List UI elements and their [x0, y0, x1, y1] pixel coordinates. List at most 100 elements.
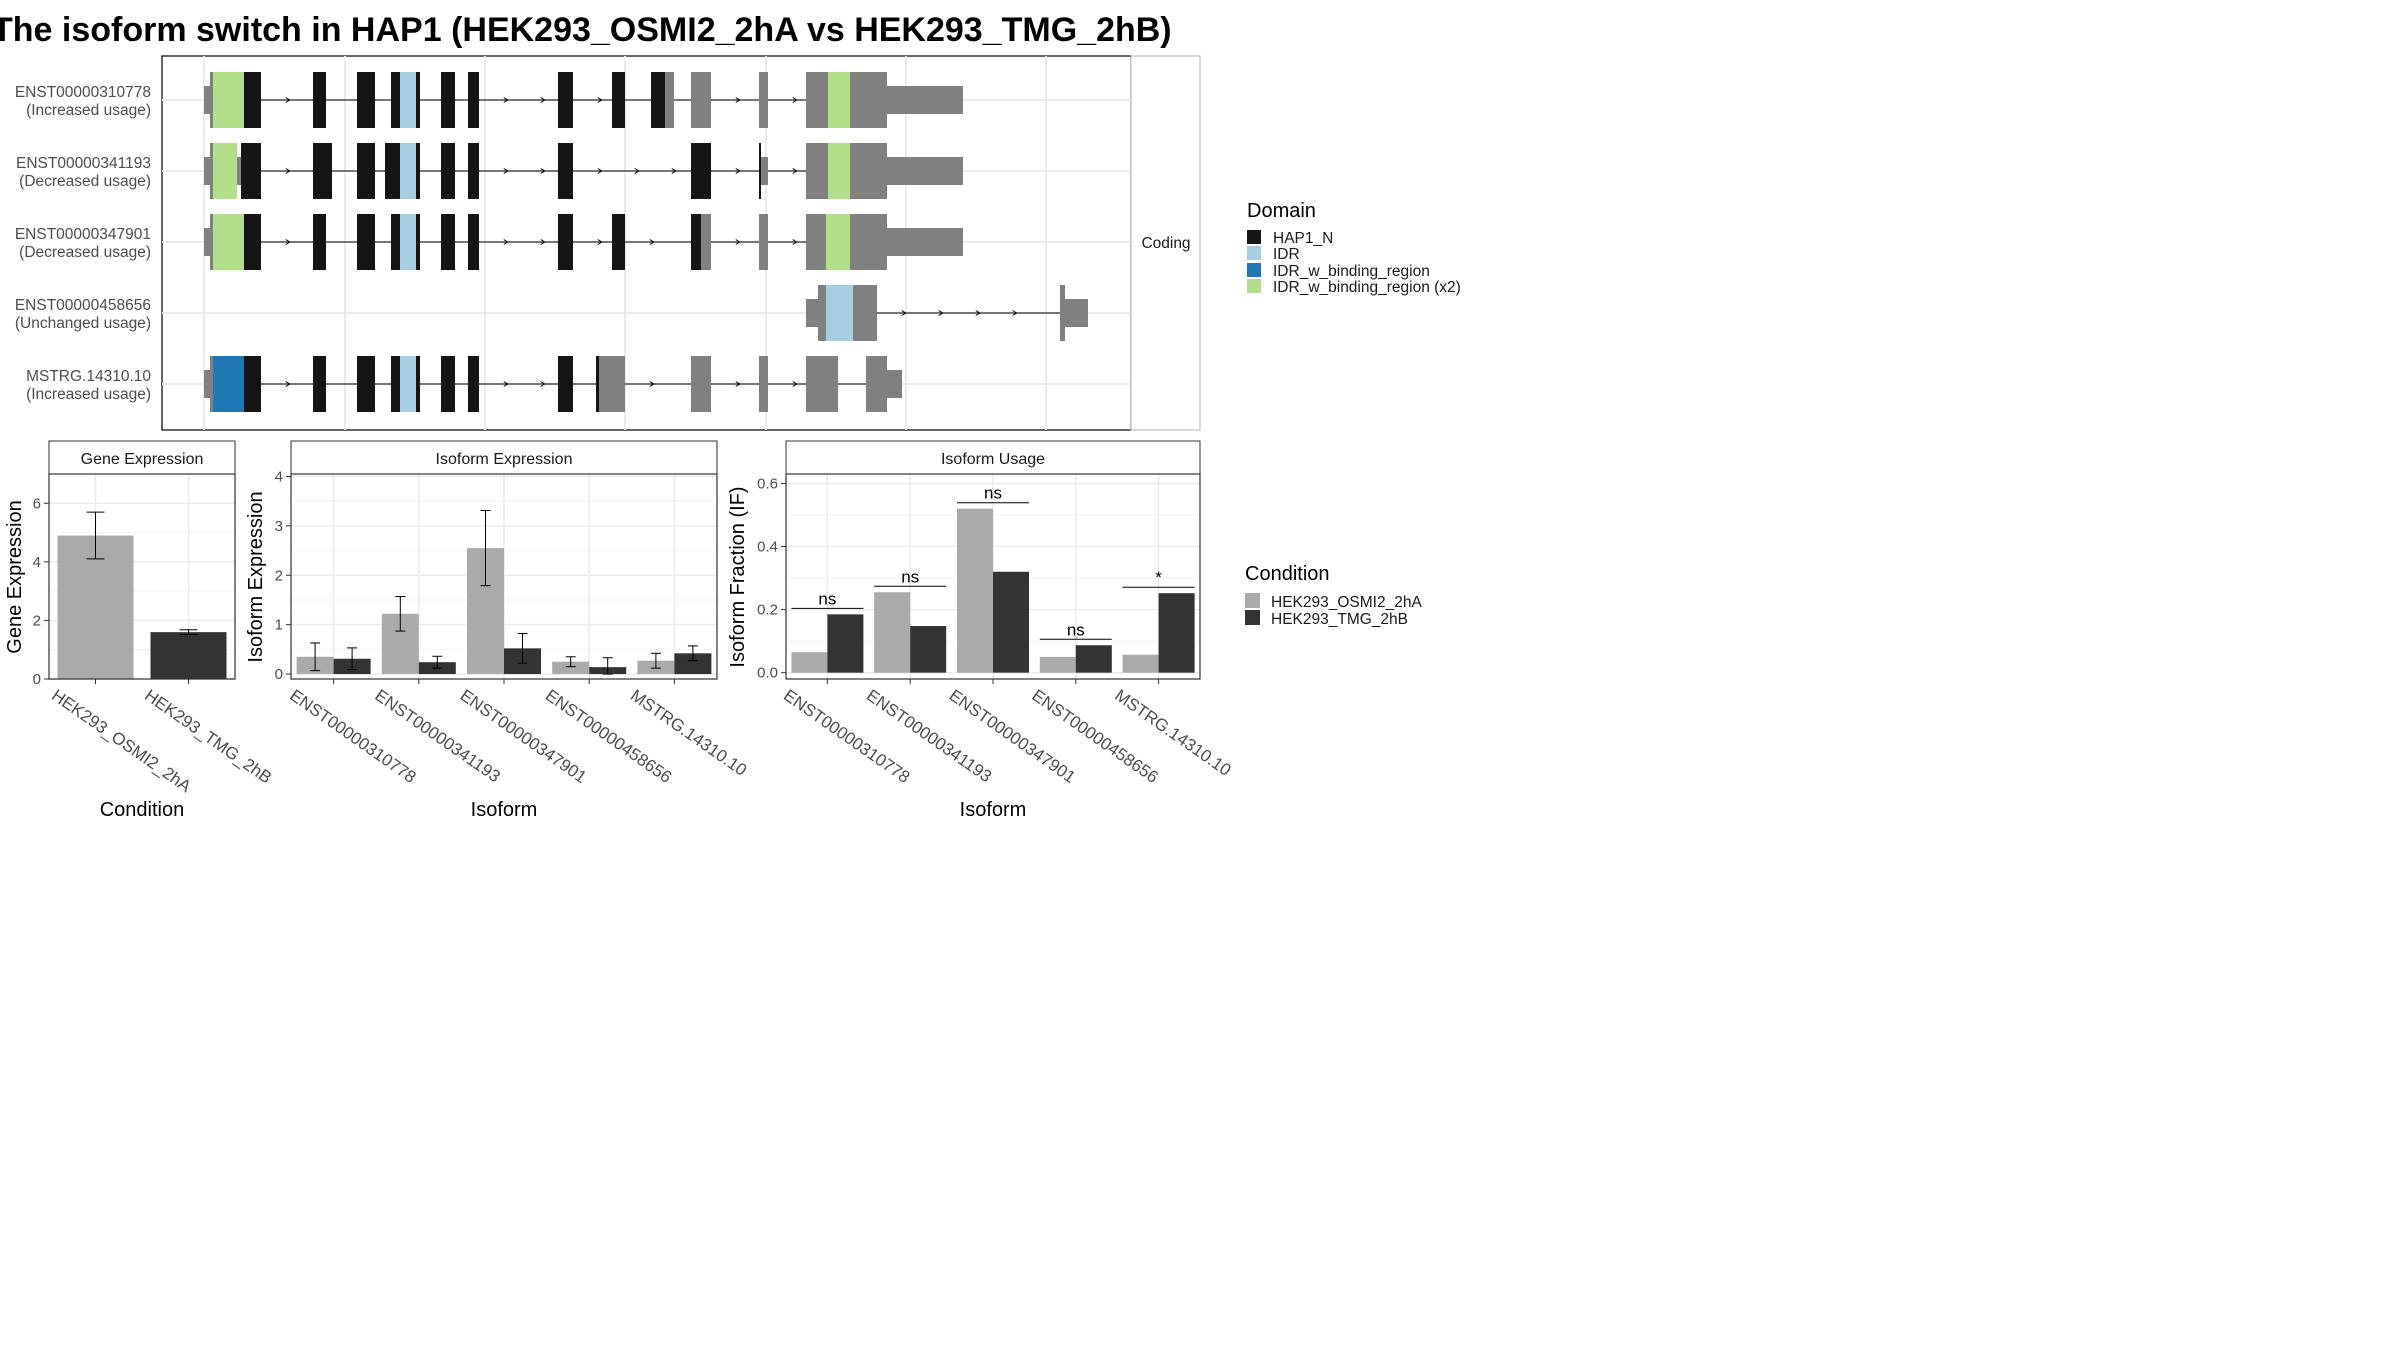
significance-label: ns: [901, 567, 919, 586]
intron-arrow: [285, 239, 291, 245]
exon-noncoding: [806, 72, 828, 128]
exon-domain-hap1-n: [391, 356, 400, 412]
intron-arrow: [503, 168, 509, 174]
transcript-id-label: ENST00000347901: [15, 226, 151, 243]
exon-domain-hap1-n: [391, 214, 400, 270]
exon-noncoding: [850, 72, 887, 128]
intron-arrow: [540, 381, 546, 387]
bar-tmg: [827, 614, 864, 673]
intron-arrow: [503, 239, 509, 245]
intron-arrow: [792, 239, 798, 245]
isoform-expression-frame: [290, 473, 718, 680]
intron-arrow: [975, 310, 981, 316]
gene-expression-title: Gene Expression: [81, 451, 204, 468]
exon-domain-hap1-n: [244, 214, 261, 270]
y-tick-label: 0.4: [757, 539, 778, 556]
gene-expression-panel: Gene Expression 0246HEK293_OSMI2_2hAHEK2…: [4, 440, 275, 821]
exon-noncoding: [701, 214, 711, 270]
exon-noncoding: [210, 143, 213, 199]
intron-arrow: [735, 381, 741, 387]
legend-label-idr: IDR: [1273, 246, 1300, 263]
intron-arrow: [735, 97, 741, 103]
condition-legend-title: Condition: [1245, 563, 1330, 585]
transcript-usage-label: (Decreased usage): [19, 244, 151, 261]
exon-domain-hap1-n: [313, 356, 326, 412]
exon-domain-hap1-n: [357, 214, 375, 270]
y-tick-label: 4: [275, 468, 283, 485]
bar-osmi2: [957, 508, 993, 673]
exon-domain-idr-w-binding-region-x2: [213, 214, 244, 270]
gene-expression-ylabel: Gene Expression: [4, 500, 26, 653]
y-tick-label: 0.2: [757, 602, 778, 619]
exon-noncoding: [759, 214, 768, 270]
exon-domain-idr: [400, 143, 416, 199]
isoform-usage-plot: 0.00.20.40.6ENST00000310778ENST000003411…: [757, 474, 1234, 787]
exon-domain-hap1-n: [441, 143, 455, 199]
intron-arrow: [792, 168, 798, 174]
y-tick-label: 2: [33, 612, 41, 629]
significance-label: ns: [984, 484, 1002, 503]
transcript-usage-label: (Increased usage): [26, 102, 151, 119]
exon-noncoding: [691, 356, 711, 412]
exon-domain-hap1-n: [313, 143, 332, 199]
intron-arrow: [792, 381, 798, 387]
exon-noncoding: [887, 370, 902, 398]
legend-key-idr: [1247, 246, 1261, 260]
exon-domain-hap1-n: [612, 214, 625, 270]
exon-domain-hap1-n: [416, 356, 420, 412]
exon-domain-hap1-n: [441, 214, 455, 270]
y-tick-label: 4: [33, 554, 41, 571]
bar-tmg: [150, 632, 227, 679]
intron-arrow: [597, 168, 603, 174]
exon-domain-idr-w-binding-region: [213, 356, 244, 412]
exon-noncoding: [1065, 299, 1088, 327]
exon-domain-idr-w-binding-region-x2: [213, 143, 237, 199]
transcript-id-label: ENST00000458656: [15, 297, 151, 314]
exon-domain-idr: [400, 356, 416, 412]
bar-tmg: [910, 626, 947, 673]
intron-arrow: [938, 310, 944, 316]
bar-osmi2: [552, 661, 590, 675]
intron-arrow: [597, 239, 603, 245]
exon-noncoding: [210, 72, 213, 128]
isoform-usage-frame: [785, 473, 1201, 680]
exon-noncoding: [887, 228, 963, 256]
exon-noncoding: [759, 72, 768, 128]
exon-domain-hap1-n: [441, 356, 455, 412]
exon-noncoding: [818, 285, 826, 341]
isoform-expression-plot: 01234ENST00000310778ENST00000341193ENST0…: [275, 468, 751, 786]
isoform-expression-strip: [290, 440, 718, 475]
exon-domain-hap1-n: [468, 72, 479, 128]
bar-tmg: [1158, 593, 1195, 673]
exon-domain-idr: [826, 285, 853, 341]
exon-domain-hap1-n: [612, 72, 625, 128]
exon-domain-hap1-n: [441, 72, 455, 128]
exon-domain-hap1-n: [558, 143, 573, 199]
exon-domain-hap1-n: [468, 356, 479, 412]
isoform-expression-xlabel: Isoform: [471, 799, 538, 821]
exon-noncoding: [691, 72, 711, 128]
exon-domain-hap1-n: [691, 143, 711, 199]
exon-noncoding: [204, 228, 210, 256]
legend-key-idr-binding-x2: [1247, 279, 1261, 293]
bar-tmg: [993, 571, 1029, 673]
intron-arrow: [649, 381, 655, 387]
exon-domain-hap1-n: [416, 143, 420, 199]
exon-domain-hap1-n: [391, 72, 400, 128]
y-tick-label: 3: [275, 518, 283, 535]
intron-arrow: [1012, 310, 1018, 316]
transcript-row: [204, 356, 902, 412]
exon-noncoding: [806, 143, 828, 199]
facet-label-coding: Coding: [1141, 235, 1190, 252]
exon-domain-hap1-n: [759, 143, 761, 199]
exon-domain-hap1-n: [596, 356, 599, 412]
transcript-id-label: ENST00000341193: [16, 155, 151, 172]
exon-domain-hap1-n: [558, 214, 573, 270]
exon-domain-hap1-n: [468, 143, 479, 199]
y-tick-label: 0.6: [757, 475, 778, 492]
transcript-row: [806, 285, 1088, 341]
exon-domain-hap1-n: [416, 72, 420, 128]
isoform-expression-panel: Isoform Expression 01234ENST00000310778E…: [245, 440, 751, 821]
